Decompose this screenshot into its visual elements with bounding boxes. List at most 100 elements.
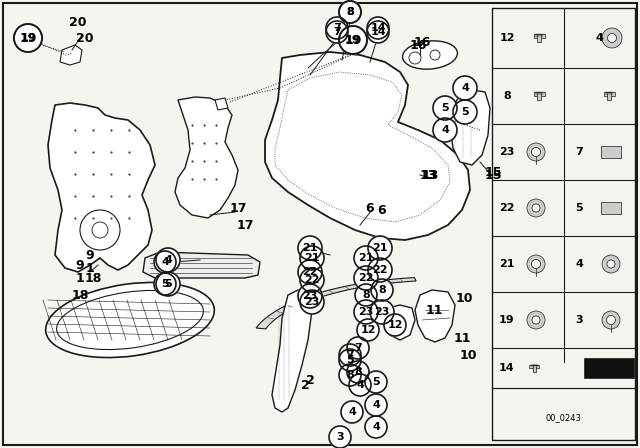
Text: 4: 4	[164, 255, 172, 265]
Text: 14: 14	[370, 27, 386, 37]
Text: 4: 4	[372, 422, 380, 432]
Bar	[601, 202, 621, 214]
Circle shape	[154, 251, 176, 273]
Text: 8: 8	[362, 290, 370, 300]
Text: 20: 20	[76, 31, 93, 44]
Polygon shape	[272, 290, 312, 412]
Circle shape	[433, 96, 457, 120]
Circle shape	[300, 246, 324, 270]
Circle shape	[347, 337, 369, 359]
Circle shape	[453, 100, 477, 124]
Ellipse shape	[45, 282, 214, 358]
Circle shape	[531, 147, 541, 156]
Text: 12: 12	[360, 325, 376, 335]
Circle shape	[92, 222, 108, 238]
Circle shape	[339, 1, 361, 23]
Circle shape	[527, 311, 545, 329]
Circle shape	[527, 143, 545, 161]
Text: 22: 22	[304, 275, 320, 285]
Text: 9: 9	[76, 258, 84, 271]
Text: 17: 17	[229, 202, 247, 215]
Ellipse shape	[403, 41, 458, 69]
Circle shape	[602, 255, 620, 273]
Bar	[604, 92, 614, 96]
Text: 7: 7	[354, 343, 362, 353]
Text: 4: 4	[161, 257, 169, 267]
Bar	[532, 365, 536, 371]
Circle shape	[433, 118, 457, 142]
Circle shape	[298, 284, 322, 308]
Text: 14: 14	[499, 363, 515, 373]
Circle shape	[602, 28, 622, 48]
Bar	[534, 34, 545, 38]
Text: 21: 21	[499, 259, 515, 269]
Circle shape	[298, 236, 322, 260]
Polygon shape	[415, 290, 455, 342]
Circle shape	[607, 315, 616, 324]
Text: 19: 19	[499, 315, 515, 325]
Text: 12: 12	[499, 33, 515, 43]
Circle shape	[298, 260, 322, 284]
Circle shape	[367, 17, 389, 39]
Text: 6: 6	[378, 203, 387, 216]
Text: 21: 21	[372, 243, 388, 253]
Circle shape	[365, 394, 387, 416]
Circle shape	[607, 34, 616, 43]
Text: 4: 4	[348, 407, 356, 417]
Circle shape	[326, 21, 348, 43]
Text: 7: 7	[333, 23, 341, 33]
Text: 8: 8	[503, 91, 511, 101]
Circle shape	[365, 416, 387, 438]
Text: 13: 13	[421, 168, 438, 181]
Text: 2: 2	[306, 374, 314, 387]
Circle shape	[341, 401, 363, 423]
Circle shape	[607, 260, 615, 268]
Text: 7: 7	[575, 147, 583, 157]
Text: 5: 5	[161, 279, 169, 289]
Text: 5: 5	[346, 355, 354, 365]
Text: 9: 9	[86, 249, 94, 262]
Text: 5: 5	[441, 103, 449, 113]
Text: 11: 11	[425, 303, 443, 316]
Text: 15: 15	[484, 165, 502, 178]
Circle shape	[365, 371, 387, 393]
Text: 5: 5	[164, 279, 172, 289]
Text: 22: 22	[302, 267, 317, 277]
Text: 7: 7	[346, 350, 354, 360]
Bar	[538, 34, 541, 42]
Circle shape	[527, 199, 545, 217]
Circle shape	[368, 236, 392, 260]
Circle shape	[339, 364, 361, 386]
Text: 7: 7	[333, 27, 341, 37]
Text: 5: 5	[461, 107, 469, 117]
Bar	[529, 365, 539, 368]
Text: 8: 8	[354, 367, 362, 377]
Text: 00_0243: 00_0243	[545, 414, 581, 422]
Circle shape	[329, 426, 351, 448]
Text: 3: 3	[575, 315, 583, 325]
Text: 11: 11	[453, 332, 471, 345]
Circle shape	[14, 24, 42, 52]
Circle shape	[532, 204, 540, 212]
Text: 18: 18	[84, 271, 102, 284]
Circle shape	[339, 26, 367, 54]
Text: 10: 10	[460, 349, 477, 362]
Text: 5: 5	[575, 203, 583, 213]
Text: 8: 8	[378, 285, 386, 295]
Circle shape	[531, 259, 541, 268]
Text: 22: 22	[358, 273, 374, 283]
Polygon shape	[215, 98, 228, 110]
Circle shape	[14, 24, 42, 52]
Circle shape	[453, 76, 477, 100]
Bar	[607, 92, 611, 100]
Circle shape	[370, 300, 394, 324]
Bar	[538, 92, 541, 100]
Text: 16: 16	[413, 35, 431, 48]
Text: 2: 2	[301, 379, 309, 392]
Polygon shape	[175, 97, 238, 218]
Text: 21: 21	[304, 253, 320, 263]
Text: 1: 1	[76, 271, 84, 284]
Text: 4: 4	[461, 83, 469, 93]
Polygon shape	[60, 45, 82, 65]
Circle shape	[430, 50, 440, 60]
